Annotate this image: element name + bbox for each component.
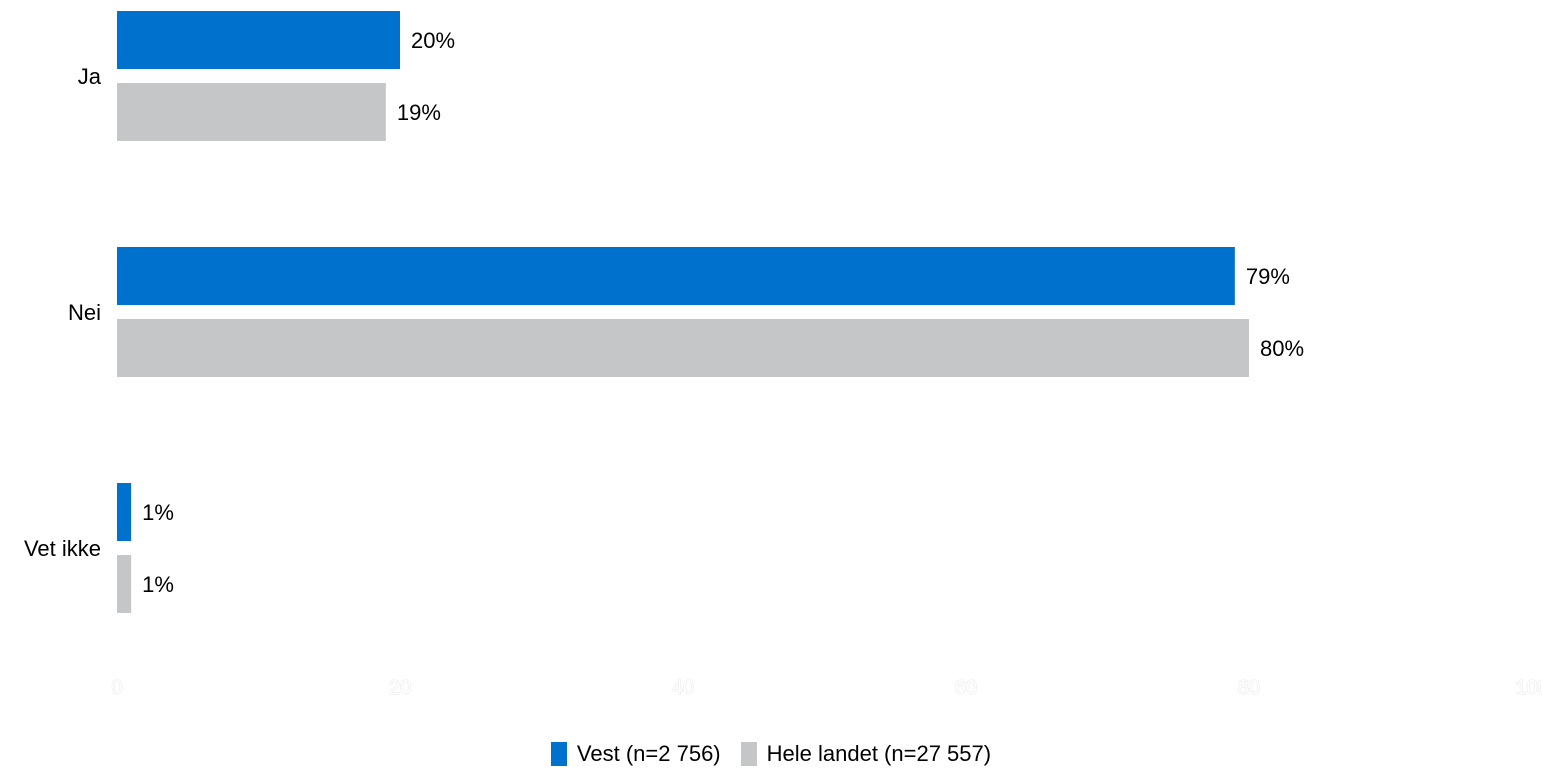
x-tick-label-20: 20 bbox=[389, 677, 411, 699]
bar-ja-series-2 bbox=[117, 83, 386, 141]
data-label-ja-series-2: 19% bbox=[397, 100, 441, 125]
legend-swatch-series-2 bbox=[740, 742, 757, 766]
x-tick-label-40: 40 bbox=[672, 677, 694, 699]
data-label-ja-series-1: 20% bbox=[411, 28, 455, 53]
legend-item-series-1: Vest (n=2 756) bbox=[550, 741, 721, 767]
data-label-nei-series-1: 79% bbox=[1246, 264, 1290, 289]
x-tick-label-80: 80 bbox=[1238, 677, 1260, 699]
category-label-nei: Nei bbox=[68, 300, 101, 325]
category-label-vet-ikke: Vet ikke bbox=[24, 536, 101, 561]
legend-label-series-2: Hele landet (n=27 557) bbox=[766, 741, 992, 766]
bar-nei-series-1 bbox=[117, 247, 1235, 305]
legend: Vest (n=2 756) Hele landet (n=27 557) bbox=[0, 739, 1542, 769]
legend-label-series-1: Vest (n=2 756) bbox=[576, 741, 721, 766]
bar-nei-series-2 bbox=[117, 319, 1249, 377]
data-label-vet-ikke-series-2: 1% bbox=[142, 572, 174, 597]
x-tick-label-0: 0 bbox=[111, 677, 122, 699]
x-tick-label-100: 100 bbox=[1515, 677, 1542, 699]
bar-vet-ikke-series-1 bbox=[117, 483, 132, 541]
legend-swatch-series-1 bbox=[550, 742, 567, 766]
data-label-nei-series-2: 80% bbox=[1260, 336, 1304, 361]
x-tick-label-60: 60 bbox=[955, 677, 977, 699]
legend-item-series-2: Hele landet (n=27 557) bbox=[740, 741, 992, 767]
category-label-ja: Ja bbox=[78, 64, 102, 89]
data-label-vet-ikke-series-1: 1% bbox=[142, 500, 174, 525]
bar-ja-series-1 bbox=[117, 11, 400, 69]
bar-vet-ikke-series-2 bbox=[117, 555, 132, 613]
